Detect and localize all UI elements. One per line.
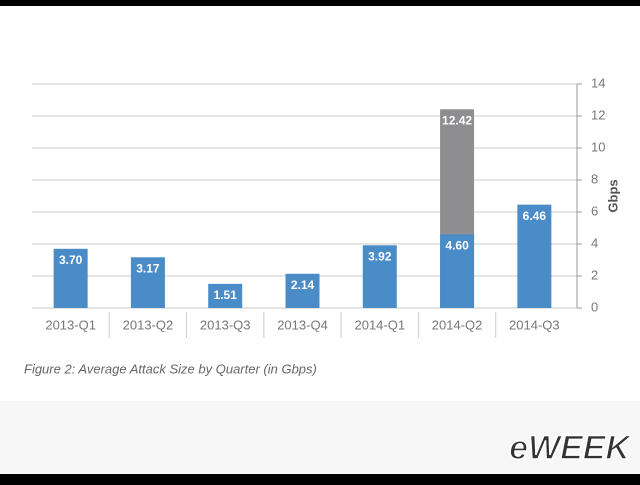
x-tick-label: 2014-Q2: [432, 317, 483, 332]
bar: [362, 245, 397, 308]
bar: [517, 204, 552, 308]
y-tick-label: 12: [591, 107, 605, 122]
y-tick-label: 14: [591, 75, 605, 90]
bar: [208, 283, 243, 308]
value-label: 12.42: [442, 113, 472, 127]
bar: [130, 257, 165, 308]
x-tick-label: 2013-Q3: [200, 317, 251, 332]
y-tick-label: 4: [591, 235, 598, 250]
value-label: 2.14: [291, 278, 315, 292]
bar: [285, 273, 320, 308]
x-tick-label: 2013-Q1: [45, 317, 96, 332]
caption: Figure 2: Average Attack Size by Quarter…: [24, 361, 317, 376]
x-tick-label: 2014-Q3: [509, 317, 560, 332]
bar: [53, 248, 88, 308]
bar: [440, 234, 475, 308]
y-tick-label: 0: [591, 299, 598, 314]
y-tick-label: 6: [591, 203, 598, 218]
value-label: 3.17: [136, 261, 160, 275]
plot-background: [0, 6, 640, 401]
y-tick-label: 2: [591, 267, 598, 282]
value-label: 1.51: [214, 288, 238, 302]
x-tick-label: 2013-Q2: [123, 317, 174, 332]
y-tick-label: 8: [591, 171, 598, 186]
value-label: 4.60: [445, 239, 469, 253]
value-label: 6.46: [523, 209, 547, 223]
x-tick-label: 2014-Q1: [354, 317, 405, 332]
watermark: eWEEK: [509, 429, 632, 467]
y-axis-label: Gbps: [605, 179, 620, 212]
y-tick-label: 10: [591, 139, 605, 154]
value-label: 3.70: [59, 253, 83, 267]
value-label: 3.92: [368, 249, 392, 263]
x-tick-label: 2013-Q4: [277, 317, 328, 332]
